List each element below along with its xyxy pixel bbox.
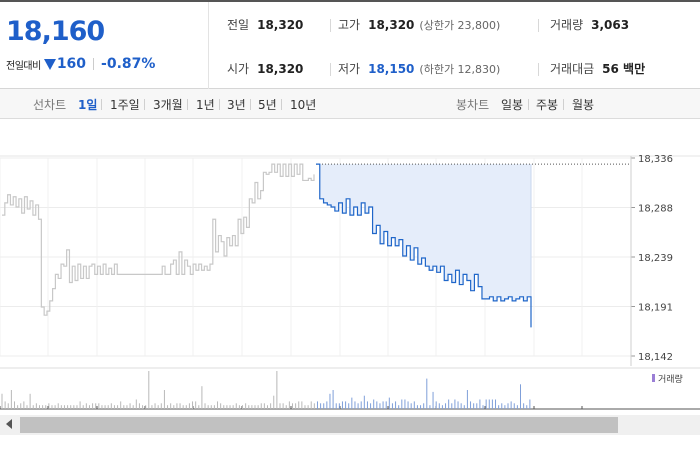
info-sub: (상한가 23,800) (419, 18, 501, 32)
info-label: 거래량 (550, 18, 584, 32)
info-low: 저가 18,150 (하한가 12,830) (338, 60, 500, 77)
price-chart-svg: 18,336 18,288 18,239 18,191 18,142 거래량 (0, 154, 700, 410)
down-arrow-icon (43, 58, 56, 70)
tab-daily-candle[interactable]: 일봉 (501, 98, 524, 112)
info-value: 18,320 (368, 17, 415, 32)
info-divider (538, 19, 539, 32)
info-value: 18,320 (257, 17, 304, 32)
candle-chart-label: 봉차트 (456, 98, 490, 112)
scrollbar-thumb[interactable] (20, 417, 618, 433)
info-divider (330, 19, 331, 32)
tab-divider (563, 99, 564, 110)
tab-1d[interactable]: 1일 (78, 98, 98, 112)
change-divider (93, 58, 95, 70)
info-value: 56 백만 (602, 62, 646, 76)
tab-monthly-candle[interactable]: 월봉 (572, 98, 595, 112)
chart-scrollbar[interactable] (0, 415, 700, 435)
info-label: 시가 (227, 62, 250, 76)
quote-summary: 18,160 전일대비 160 -0.87% 전일 18,320 시가 18,3… (0, 0, 700, 89)
info-divider (538, 63, 539, 76)
tab-1w[interactable]: 1주일 (110, 98, 140, 112)
info-label: 저가 (338, 62, 361, 76)
info-high: 고가 18,320 (상한가 23,800) (338, 16, 500, 33)
price-chart: 18,336 18,288 18,239 18,191 18,142 거래량 (0, 120, 700, 410)
y-tick-label: 18,142 (638, 352, 673, 363)
tab-divider (528, 99, 529, 110)
price-box: 18,160 전일대비 160 -0.87% (0, 2, 209, 89)
tab-10y[interactable]: 10년 (290, 98, 317, 112)
tab-weekly-candle[interactable]: 주봉 (536, 98, 559, 112)
tab-divider (101, 99, 102, 110)
info-label: 고가 (338, 18, 361, 32)
y-tick-label: 18,288 (638, 204, 673, 215)
tab-divider (281, 99, 282, 110)
tab-divider (187, 99, 188, 110)
volume-legend-label: 거래량 (658, 373, 683, 385)
tab-3y[interactable]: 3년 (227, 98, 246, 112)
info-sub: (하한가 12,830) (419, 62, 501, 76)
info-label: 거래대금 (550, 62, 595, 76)
line-chart-label: 선차트 (33, 98, 67, 112)
tab-1y[interactable]: 1년 (196, 98, 215, 112)
info-value: 18,150 (368, 61, 415, 76)
current-price: 18,160 (6, 16, 105, 47)
info-open: 시가 18,320 (227, 60, 303, 77)
tab-5y[interactable]: 5년 (258, 98, 277, 112)
tab-divider (144, 99, 145, 110)
change-label: 전일대비 (6, 60, 41, 72)
change-value: 160 (56, 56, 87, 72)
tab-divider (219, 99, 220, 110)
tab-3m[interactable]: 3개월 (153, 98, 183, 112)
info-prev-close: 전일 18,320 (227, 16, 303, 33)
info-value: 18,320 (257, 61, 304, 76)
change-row: 전일대비 160 -0.87% (6, 55, 155, 73)
info-label: 전일 (227, 18, 250, 32)
info-divider (330, 63, 331, 76)
change-rate: -0.87% (101, 56, 156, 72)
tab-divider (250, 99, 251, 110)
series-line-previous (2, 163, 315, 316)
info-value: 3,063 (591, 17, 630, 32)
chart-tab-bar: 선차트 1일 1주일 3개월 1년 3년 5년 10년 봉차트 일봉 주봉 월봉 (0, 89, 700, 119)
y-tick-label: 18,239 (638, 253, 673, 264)
scroll-left-arrow-icon[interactable] (6, 419, 12, 429)
volume-legend-swatch (652, 374, 655, 382)
info-volume: 거래량 3,063 (550, 16, 629, 33)
y-tick-label: 18,336 (638, 154, 673, 165)
series-line-today (316, 163, 532, 328)
y-tick-label: 18,191 (638, 303, 673, 314)
today-area-fill (316, 164, 531, 328)
info-amount: 거래대금 56 백만 (550, 60, 645, 77)
